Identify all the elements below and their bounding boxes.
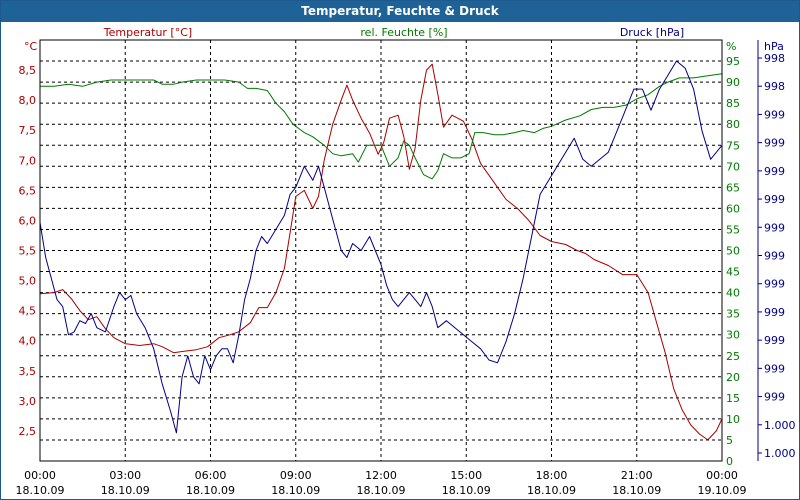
humidity-tick-label: 15 xyxy=(726,392,740,405)
pressure-tick-label: 999 xyxy=(764,362,785,375)
pressure-tick-label: 999 xyxy=(764,221,785,234)
x-tick-time: 00:00 xyxy=(24,469,56,482)
grid-layer xyxy=(40,40,722,461)
humidity-tick-label: 30 xyxy=(726,329,740,342)
pressure-tick-label: 998 xyxy=(764,52,785,65)
humidity-tick-label: 90 xyxy=(726,76,740,89)
temperature-tick-label: 7,0 xyxy=(19,154,37,167)
pressure-tick-label: 999 xyxy=(764,334,785,347)
humidity-tick-label: 85 xyxy=(726,97,740,110)
x-tick-time: 12:00 xyxy=(365,469,397,482)
humidity-tick-label: 50 xyxy=(726,245,740,258)
pressure-tick-label: 999 xyxy=(764,137,785,150)
temperature-tick-label: 7,5 xyxy=(19,124,37,137)
pressure-tick-label: 999 xyxy=(764,108,785,121)
x-tick-time: 09:00 xyxy=(280,469,312,482)
humidity-tick-label: 20 xyxy=(726,371,740,384)
x-tick-date: 18.10.09 xyxy=(101,484,150,497)
temperature-tick-label: 5,0 xyxy=(19,275,37,288)
x-tick-time: 18:00 xyxy=(536,469,568,482)
humidity-tick-label: 70 xyxy=(726,160,740,173)
x-tick-date: 18.10.09 xyxy=(527,484,576,497)
humidity-tick-label: 55 xyxy=(726,223,740,236)
plot-border xyxy=(39,39,723,462)
x-tick-time: 06:00 xyxy=(195,469,227,482)
temperature-tick-label: 8,5 xyxy=(19,64,37,77)
pressure-tick-label: 999 xyxy=(764,278,785,291)
temperature-tick-label: 6,5 xyxy=(19,184,37,197)
humidity-unit-label: % xyxy=(726,40,736,53)
humidity-tick-label: 5 xyxy=(726,434,733,447)
x-tick-date: 18.10.09 xyxy=(442,484,491,497)
humidity-tick-label: 35 xyxy=(726,308,740,321)
pressure-tick-label: 999 xyxy=(764,193,785,206)
x-tick-date: 18.10.09 xyxy=(612,484,661,497)
x-tick-date: 19.10.09 xyxy=(698,484,747,497)
temperature-tick-label: 3,0 xyxy=(19,395,37,408)
x-tick-time: 21:00 xyxy=(621,469,653,482)
pressure-unit-label: hPa xyxy=(764,40,784,53)
humidity-tick-label: 45 xyxy=(726,266,740,279)
temperature-tick-label: 4,5 xyxy=(19,305,37,318)
pressure-tick-label: 998 xyxy=(764,80,785,93)
series-line-temperature xyxy=(39,63,723,441)
humidity-tick-label: 0 xyxy=(726,455,733,468)
x-tick-date: 18.10.09 xyxy=(357,484,406,497)
x-tick-date: 18.10.09 xyxy=(271,484,320,497)
temperature-axis-title: Temperatur [°C] xyxy=(103,26,192,39)
temperature-unit-label: °C xyxy=(24,40,38,53)
x-tick-time: 15:00 xyxy=(450,469,482,482)
pressure-tick-label: 1.000 xyxy=(764,447,796,460)
humidity-tick-label: 40 xyxy=(726,287,740,300)
series-line-pressure xyxy=(39,60,723,434)
temperature-tick-label: 5,5 xyxy=(19,245,37,258)
pressure-tick-label: 999 xyxy=(764,250,785,263)
humidity-tick-label: 80 xyxy=(726,118,740,131)
x-tick-date: 18.10.09 xyxy=(186,484,235,497)
pressure-tick-label: 999 xyxy=(764,306,785,319)
pressure-tick-label: 1.000 xyxy=(764,419,796,432)
pressure-tick-label: 999 xyxy=(764,165,785,178)
chart-title: Temperatur, Feuchte & Druck xyxy=(1,1,799,22)
x-tick-time: 03:00 xyxy=(109,469,141,482)
humidity-tick-label: 95 xyxy=(726,55,740,68)
x-tick-date: 18.10.09 xyxy=(16,484,65,497)
pressure-tick-label: 999 xyxy=(764,391,785,404)
humidity-tick-label: 10 xyxy=(726,413,740,426)
humidity-tick-label: 25 xyxy=(726,350,740,363)
axes-layer: 2,5 3,0 3,5 4,0 4,5 5,0 5,5 6,0 6,5 7,0 7,5 8,0 8,5 °… xyxy=(16,26,796,497)
series-layer xyxy=(39,60,723,441)
temperature-tick-label: 8,0 xyxy=(19,94,37,107)
humidity-tick-label: 65 xyxy=(726,181,740,194)
temperature-tick-label: 6,0 xyxy=(19,214,37,227)
temperature-tick-label: 2,5 xyxy=(19,425,37,438)
x-tick-time: 00:00 xyxy=(706,469,738,482)
pressure-axis-title: Druck [hPa] xyxy=(620,26,684,39)
series-line-humidity xyxy=(40,73,723,180)
humidity-tick-label: 60 xyxy=(726,202,740,215)
temperature-tick-label: 3,5 xyxy=(19,365,37,378)
temperature-tick-label: 4,0 xyxy=(19,335,37,348)
humidity-tick-label: 75 xyxy=(726,139,740,152)
humidity-axis-title: rel. Feuchte [%] xyxy=(360,26,447,39)
